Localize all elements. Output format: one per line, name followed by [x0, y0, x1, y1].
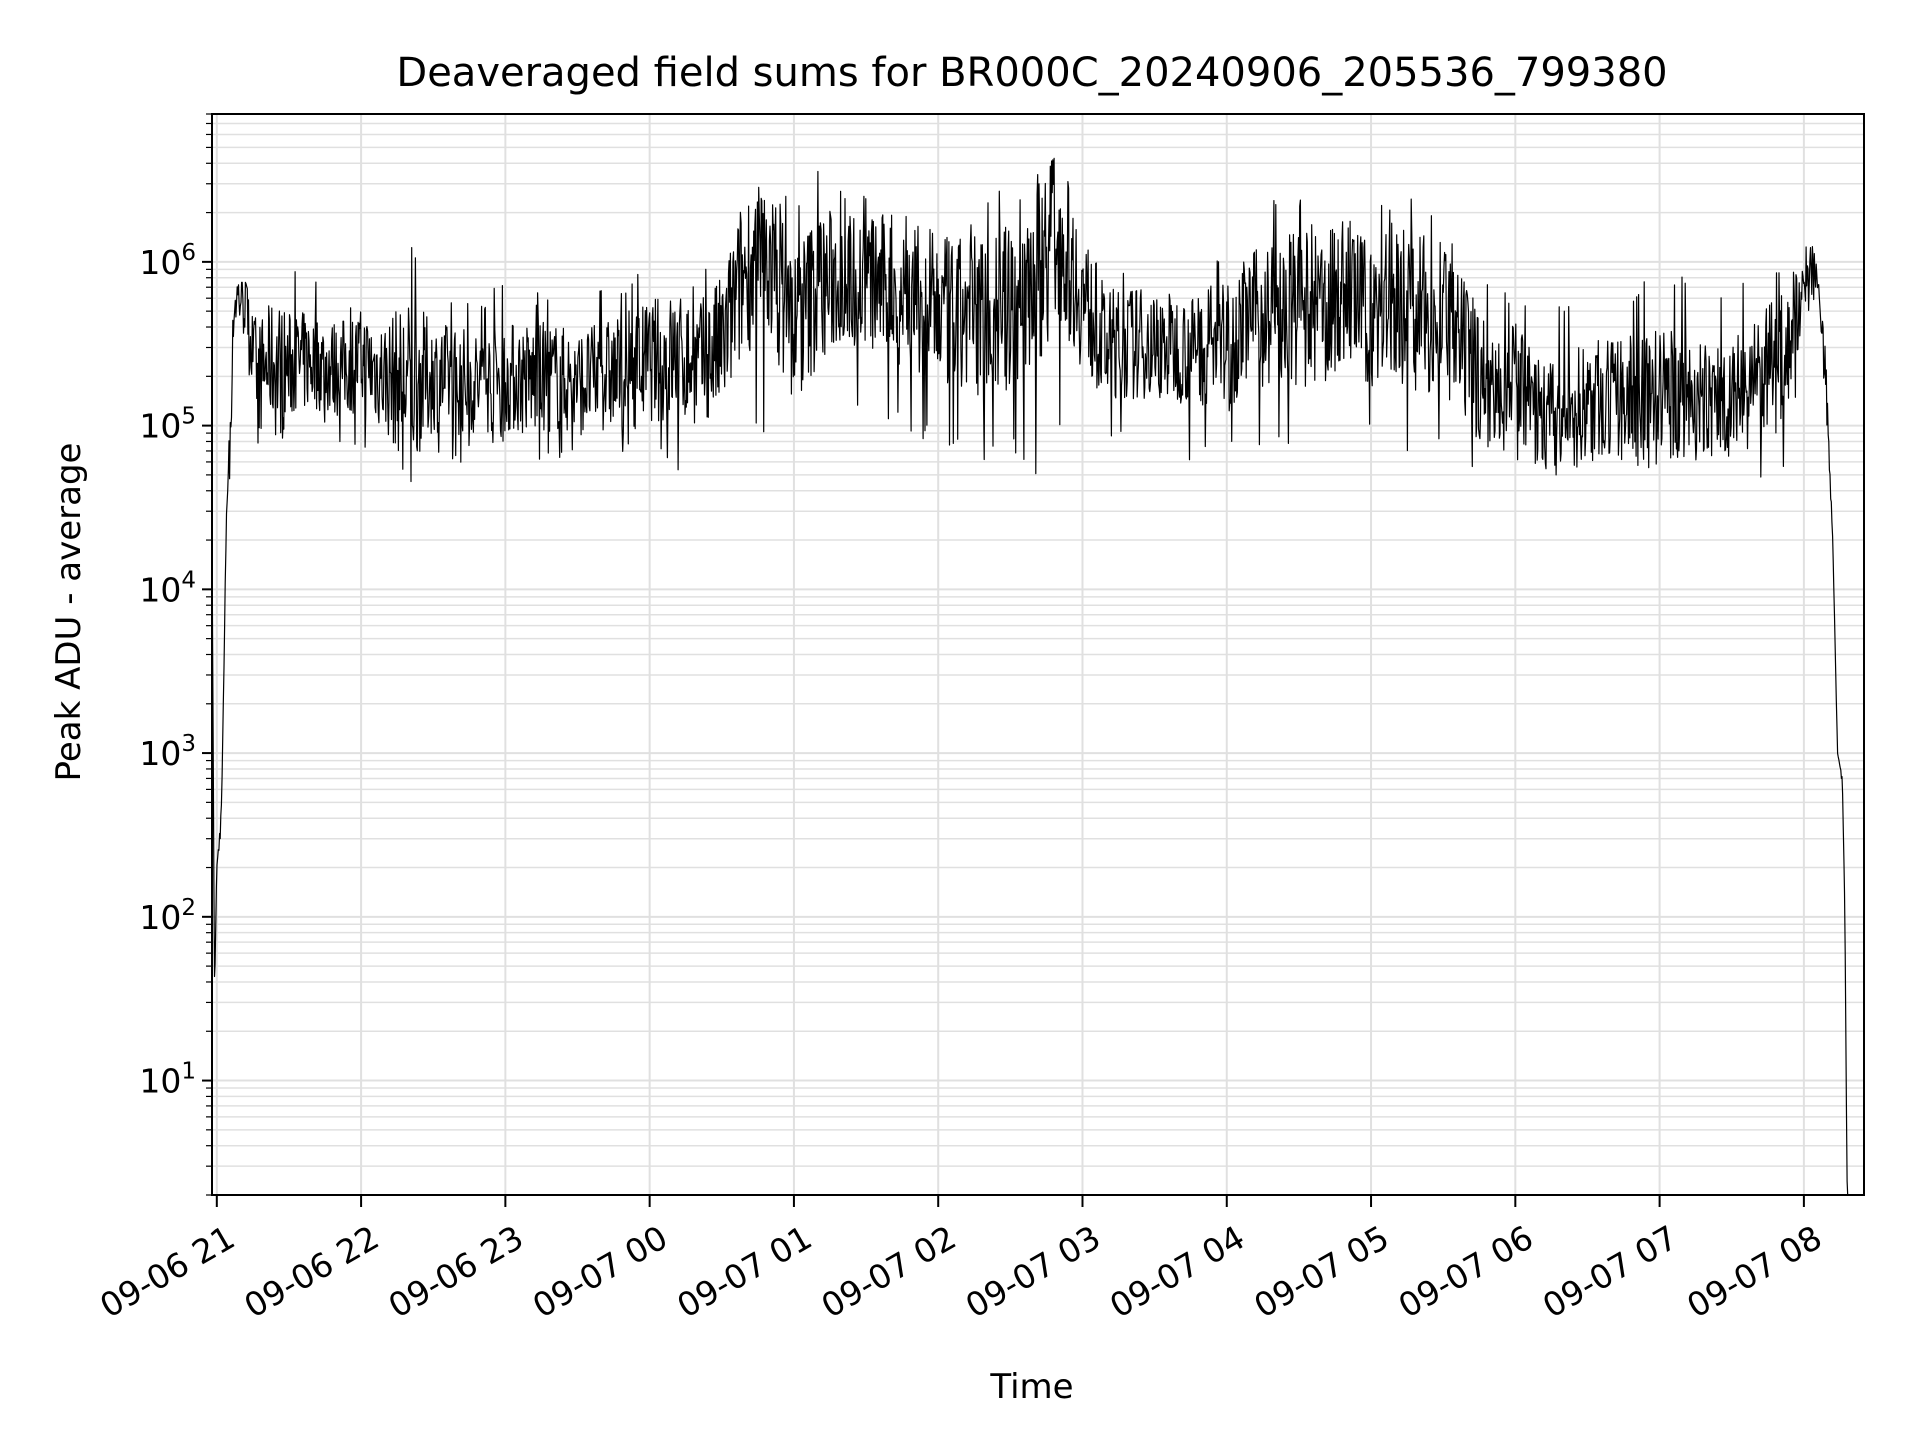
- series-line: [211, 157, 1850, 1196]
- y-tick-label: 104: [139, 567, 196, 609]
- y-tick-label: 102: [139, 895, 196, 937]
- chart-title: Deaveraged field sums for BR000C_2024090…: [396, 50, 1667, 96]
- y-axis-ticks: 101 102 103 104 105 106: [139, 240, 196, 1101]
- y-axis-label: Peak ADU - average: [49, 443, 89, 782]
- y-tick-label: 105: [139, 404, 196, 446]
- x-axis-label: Time: [989, 1367, 1073, 1407]
- y-tick-label: 101: [139, 1059, 196, 1101]
- data-layer: [211, 157, 1850, 1196]
- y-tick-label: 103: [139, 731, 196, 773]
- plot-frame: [211, 113, 1865, 1196]
- y-tick-label: 106: [139, 240, 196, 282]
